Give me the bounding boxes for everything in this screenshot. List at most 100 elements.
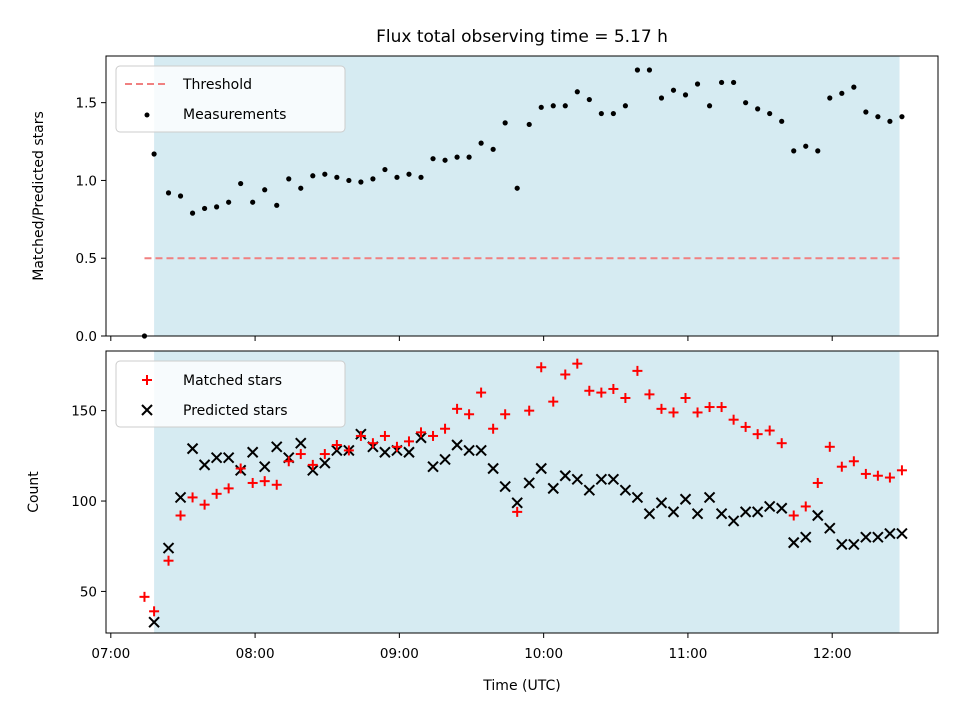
measurement-point [165, 190, 172, 196]
matched-point [608, 383, 619, 394]
measurement-point [250, 199, 256, 205]
matched-point [307, 459, 318, 470]
chart-title: Flux total observing time = 5.17 h [376, 27, 668, 47]
measurement-point [382, 166, 388, 173]
predicted-point [691, 507, 704, 520]
matched-point [175, 510, 186, 521]
predicted-point [763, 500, 776, 513]
measurement-points [141, 67, 905, 339]
x-tick-label: 09:00 [380, 646, 419, 662]
measurement-point [478, 140, 484, 146]
matched-point [740, 421, 751, 432]
bottom-axes-frame [105, 350, 939, 634]
matched-point [668, 407, 679, 418]
matched-point [355, 430, 366, 441]
matched-point [752, 429, 763, 440]
bottom-legend-box [115, 360, 346, 428]
predicted-point [210, 451, 223, 464]
top-y-tick-label: 1.0 [76, 173, 97, 189]
predicted-point [403, 446, 415, 458]
measurement-point [767, 110, 773, 117]
predicted-point [535, 462, 547, 475]
matched-point [704, 402, 715, 413]
legend-matched-label: Matched stars [183, 373, 282, 389]
predicted-point [463, 444, 475, 457]
predicted-point [198, 459, 211, 471]
predicted-point [727, 515, 740, 527]
measurement-point [466, 154, 472, 160]
predicted-point [487, 462, 499, 475]
bottom-y-tick-label: 100 [71, 494, 97, 510]
predicted-point [631, 491, 644, 504]
count-points [139, 358, 908, 628]
predicted-point [800, 531, 812, 543]
predicted-point [896, 527, 908, 540]
predicted-point [331, 444, 343, 457]
matched-point [860, 468, 871, 479]
measurement-point [550, 103, 556, 109]
matched-point [800, 501, 811, 512]
matched-point [163, 555, 174, 566]
matched-point [728, 414, 739, 425]
predicted-point [319, 457, 331, 469]
measurement-point [646, 67, 653, 73]
measurement-point [406, 171, 412, 177]
measurement-point [718, 79, 725, 86]
predicted-point [547, 482, 559, 495]
matched-point [848, 456, 859, 467]
matched-point [824, 441, 835, 452]
predicted-point [679, 493, 692, 505]
predicted-point [148, 616, 160, 628]
measurement-point [177, 193, 184, 199]
top-y-ticks: 0.0 0.5 1.0 1.5 [76, 96, 106, 345]
predicted-point [595, 473, 608, 486]
matched-point [620, 393, 631, 403]
measurement-point [562, 103, 568, 109]
predicted-point [271, 441, 283, 453]
measurement-point [586, 96, 592, 103]
matched-point [139, 591, 150, 602]
matched-point [536, 362, 547, 373]
measurement-point [274, 202, 280, 208]
matched-point [440, 423, 451, 434]
legend-predicted-marker [141, 404, 153, 416]
measurement-point [238, 180, 244, 187]
measurement-point [334, 174, 340, 180]
matched-point [632, 365, 643, 376]
bottom-y-axis-label: Count [26, 471, 42, 513]
measurement-point [298, 185, 304, 191]
top-x-ticks [110, 336, 833, 341]
matched-point [512, 506, 523, 517]
predicted-point [162, 542, 175, 554]
bottom-legend: Matched stars Predicted stars [115, 360, 346, 428]
matched-point [283, 456, 294, 467]
x-tick-label: 10:00 [524, 646, 563, 662]
measurement-point [803, 143, 809, 149]
predicted-point [415, 432, 427, 444]
matched-point [884, 472, 895, 483]
matched-point [452, 403, 463, 414]
measurement-point [634, 67, 641, 73]
matched-point [764, 425, 775, 436]
matched-point [331, 440, 342, 450]
matched-point [572, 358, 583, 369]
top-y-axis-label: Matched/Predicted stars [31, 111, 47, 281]
predicted-point [667, 506, 680, 518]
top-y-tick-label: 0.0 [76, 329, 97, 345]
measurement-point [502, 120, 508, 126]
matched-point [379, 430, 390, 441]
predicted-point [186, 442, 199, 455]
measurement-point [791, 148, 797, 154]
measurement-point [394, 174, 400, 180]
measurement-point [201, 205, 208, 212]
measurement-point [658, 95, 665, 101]
measurement-point [779, 118, 785, 124]
measurement-point [755, 106, 761, 112]
predicted-point [751, 506, 764, 518]
matched-point [235, 463, 246, 474]
predicted-point [739, 506, 752, 518]
top-legend-box [115, 65, 346, 133]
matched-point [680, 393, 691, 403]
measurement-point [731, 79, 737, 86]
matched-point [776, 438, 787, 449]
